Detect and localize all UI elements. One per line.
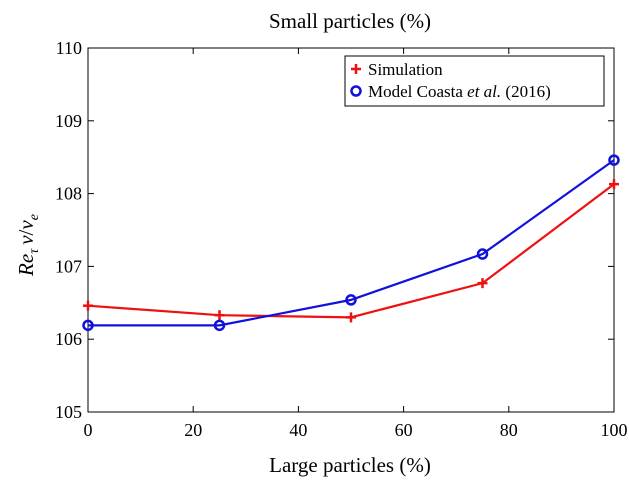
data-point-0 bbox=[346, 312, 356, 323]
y-tick-label: 105 bbox=[55, 402, 82, 422]
data-point-1 bbox=[345, 294, 357, 306]
series-layer bbox=[82, 154, 620, 332]
legend-circle-mark bbox=[350, 85, 362, 97]
x-tick-label: 20 bbox=[184, 420, 202, 440]
legend-label-model-b: (2016) bbox=[501, 82, 551, 101]
legend-marker-plus-icon bbox=[351, 64, 361, 74]
y-axis-title-base: Re bbox=[14, 254, 38, 277]
legend-label-simulation: Simulation bbox=[368, 60, 443, 79]
legend-box bbox=[344, 55, 605, 107]
series-line-0 bbox=[87, 183, 615, 319]
x-tick-label: 0 bbox=[84, 420, 93, 440]
data-point-1 bbox=[213, 319, 226, 332]
data-point-0 bbox=[477, 278, 488, 289]
axis-ticks: 0 20 40 60 80 100 105 106 107 108 109 110 bbox=[55, 38, 628, 440]
chart-title: Small particles (%) bbox=[269, 9, 431, 33]
x-tick-label: 40 bbox=[289, 420, 307, 440]
data-point-0 bbox=[83, 300, 93, 311]
y-tick-label: 106 bbox=[55, 329, 82, 349]
data-point-1 bbox=[82, 319, 94, 332]
x-axis-title: Large particles (%) bbox=[269, 453, 431, 477]
legend-label-model-a: Model Coasta bbox=[368, 82, 467, 101]
legend-plus-mark bbox=[351, 64, 361, 74]
data-point-1 bbox=[608, 154, 620, 166]
legend-label-model-etal: et al. bbox=[467, 82, 501, 101]
plot-border bbox=[87, 47, 615, 413]
series-0 bbox=[83, 179, 619, 323]
y-axis-title-sub2: e bbox=[27, 214, 42, 220]
y-tick-label: 110 bbox=[56, 38, 82, 58]
y-axis-title-slash: / bbox=[14, 229, 38, 235]
legend-item-simulation: Simulation bbox=[351, 60, 443, 79]
y-axis-title-sub: τ bbox=[27, 248, 42, 254]
data-point-1 bbox=[476, 248, 489, 260]
y-axis-title-nu: ν bbox=[14, 235, 38, 245]
y-tick-label: 108 bbox=[55, 184, 82, 204]
legend: Simulation Model Coasta et al. (2016) bbox=[344, 55, 605, 107]
legend-marker-circle-icon bbox=[350, 85, 362, 97]
series-line-1 bbox=[88, 159, 615, 327]
y-tick-label: 107 bbox=[55, 256, 82, 276]
x-tick-label: 80 bbox=[500, 420, 518, 440]
plot-area bbox=[87, 47, 615, 413]
legend-item-model: Model Coasta et al. (2016) bbox=[350, 82, 551, 101]
legend-label-model: Model Coasta et al. (2016) bbox=[368, 82, 551, 101]
x-tick-label: 100 bbox=[601, 420, 628, 440]
x-tick-label: 60 bbox=[395, 420, 413, 440]
y-tick-label: 109 bbox=[55, 111, 82, 131]
data-point-0 bbox=[214, 310, 225, 321]
y-axis-title: Reτν/νe bbox=[14, 214, 42, 277]
data-point-0 bbox=[609, 179, 619, 190]
y-axis-title-nu2: ν bbox=[14, 220, 38, 230]
series-1 bbox=[82, 154, 620, 332]
